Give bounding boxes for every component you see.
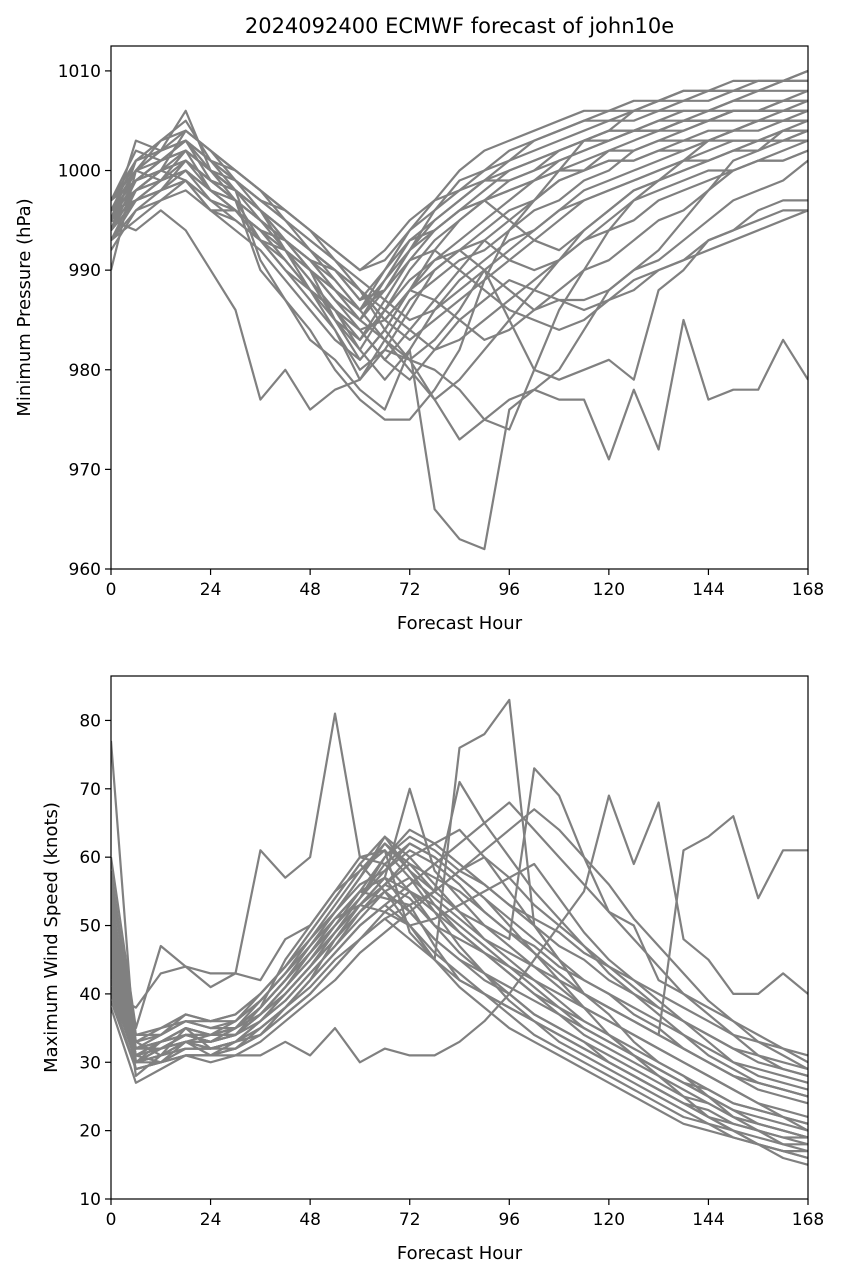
wind-x-tick-label: 0 xyxy=(106,1210,117,1230)
wind-x-tick-label: 144 xyxy=(692,1210,724,1230)
wind-x-tick-label: 120 xyxy=(593,1210,625,1230)
wind-y-tick-label: 60 xyxy=(79,848,101,868)
wind-y-tick-label: 30 xyxy=(79,1053,101,1073)
wind-y-tick-label: 40 xyxy=(79,985,101,1005)
pressure-y-tick-label: 960 xyxy=(69,560,101,580)
pressure-y-tick-label: 990 xyxy=(69,261,101,281)
pressure-x-tick-label: 144 xyxy=(692,580,724,600)
wind-x-tick-label: 168 xyxy=(792,1210,824,1230)
pressure-x-tick-label: 0 xyxy=(106,580,117,600)
wind-x-tick-label: 96 xyxy=(498,1210,520,1230)
pressure-y-tick-label: 980 xyxy=(69,361,101,381)
pressure-x-tick-label: 96 xyxy=(498,580,520,600)
pressure-x-tick-label: 48 xyxy=(299,580,321,600)
wind-y-tick-label: 10 xyxy=(79,1190,101,1210)
wind-x-tick-label: 24 xyxy=(200,1210,222,1230)
pressure-x-tick-label: 24 xyxy=(200,580,222,600)
wind-x-axis-label: Forecast Hour xyxy=(397,1243,523,1264)
pressure-y-axis-label: Minimum Pressure (hPa) xyxy=(14,198,35,416)
pressure-x-tick-label: 120 xyxy=(593,580,625,600)
pressure-y-tick-label: 1000 xyxy=(58,162,101,182)
wind-y-tick-label: 70 xyxy=(79,780,101,800)
wind-x-tick-label: 72 xyxy=(399,1210,421,1230)
figure-title: 2024092400 ECMWF forecast of john10e xyxy=(245,14,674,38)
pressure-x-tick-label: 72 xyxy=(399,580,421,600)
wind-y-tick-label: 50 xyxy=(79,917,101,937)
wind-y-axis-label: Maximum Wind Speed (knots) xyxy=(41,802,62,1073)
wind-y-tick-label: 80 xyxy=(79,711,101,731)
pressure-y-tick-label: 1010 xyxy=(58,62,101,82)
wind-x-tick-label: 48 xyxy=(299,1210,321,1230)
pressure-y-tick-label: 970 xyxy=(69,460,101,480)
wind-y-tick-label: 20 xyxy=(79,1122,101,1142)
pressure-x-tick-label: 168 xyxy=(792,580,824,600)
pressure-x-axis-label: Forecast Hour xyxy=(397,613,523,634)
